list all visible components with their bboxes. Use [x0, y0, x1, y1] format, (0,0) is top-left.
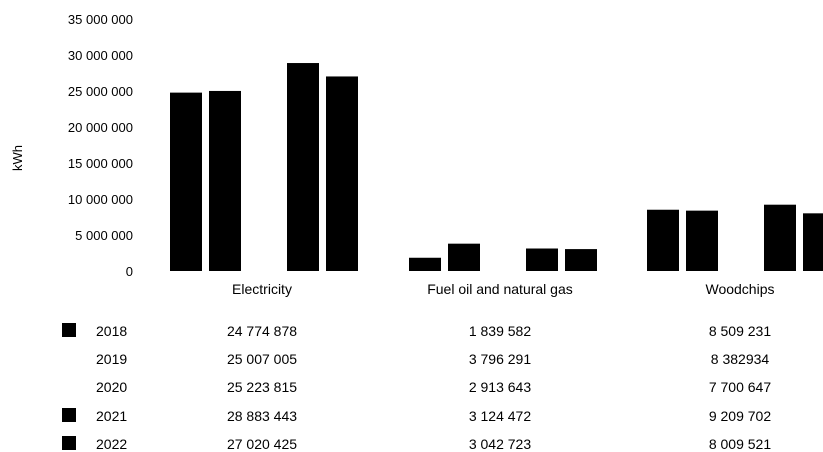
bar-electricity-2022 [326, 76, 358, 271]
table-row-year: 2021 [96, 408, 127, 424]
bar-electricity-2019 [209, 90, 241, 272]
table-cell-value: 8 382934 [711, 351, 770, 367]
table-cell-value: 8 509 231 [709, 323, 771, 339]
table-cell-value: 9 209 702 [709, 408, 771, 424]
bars [170, 63, 823, 272]
legend-key [62, 323, 76, 337]
table-cell-value: 25 007 005 [227, 351, 297, 367]
bar-woodchips-2022 [803, 213, 823, 271]
table-cell-value: 25 223 815 [227, 379, 297, 395]
table-cell-value: 27 020 425 [227, 436, 297, 452]
table-cell-value: 3 042 723 [469, 436, 531, 452]
table-cell-value: 3 124 472 [469, 408, 531, 424]
table-cell-value: 7 700 647 [709, 379, 771, 395]
table-row-year: 2020 [96, 379, 127, 395]
category-labels: Electricity Fuel oil and natural gas Woodc… [232, 281, 774, 297]
category-label: Fuel oil and natural gas [427, 281, 573, 297]
table-row-year: 2018 [96, 323, 127, 339]
bar-fuel-oil-and-natural-gas-2021 [526, 248, 558, 271]
table-cell-value: 24 774 878 [227, 323, 297, 339]
table-cell-value: 8 009 521 [709, 436, 771, 452]
table-cell-value: 1 839 582 [469, 323, 531, 339]
y-tick-label: 35 000 000 [68, 12, 133, 27]
y-tick-label: 30 000 000 [68, 48, 133, 63]
table-cell-value: 28 883 443 [227, 408, 297, 424]
category-label: Woodchips [705, 281, 774, 297]
bar-woodchips-2018 [647, 209, 679, 271]
y-axis: 0 5 000 000 10 000 000 15 000 000 20 000 000… [68, 12, 133, 279]
y-tick-label: 10 000 000 [68, 192, 133, 207]
table-cell-value: 3 796 291 [469, 351, 531, 367]
bar-fuel-oil-and-natural-gas-2019 [448, 243, 480, 271]
bar-woodchips-2019 [686, 210, 718, 271]
table-row-year: 2019 [96, 351, 127, 367]
table-row-year: 2022 [96, 436, 127, 452]
category-label: Electricity [232, 281, 292, 297]
y-tick-label: 20 000 000 [68, 120, 133, 135]
bar-fuel-oil-and-natural-gas-2022 [565, 249, 597, 271]
y-tick-label: 25 000 000 [68, 84, 133, 99]
bar-electricity-2018 [170, 92, 202, 271]
y-tick-label: 5 000 000 [75, 228, 133, 243]
legend-key [62, 408, 76, 422]
bar-woodchips-2021 [764, 204, 796, 271]
y-tick-label: 15 000 000 [68, 156, 133, 171]
bar-fuel-oil-and-natural-gas-2018 [409, 257, 441, 271]
data-table: 2018 24 774 878 1 839 582 8 509 231 2019 25 0… [62, 323, 771, 452]
legend-key [62, 436, 76, 450]
y-axis-label: kWh [10, 145, 25, 171]
table-cell-value: 2 913 643 [469, 379, 531, 395]
y-tick-label: 0 [126, 264, 133, 279]
bar-electricity-2021 [287, 63, 319, 271]
